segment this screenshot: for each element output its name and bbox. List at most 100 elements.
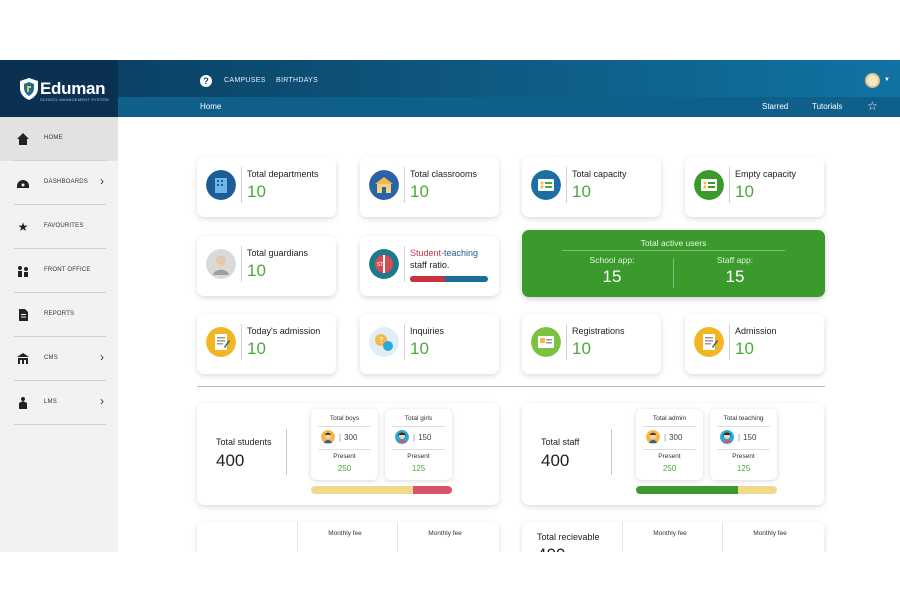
active-users-card[interactable]: Total active users School app: 15 Staff … [522, 230, 825, 297]
sidebar-item-cms[interactable]: CMS › [0, 337, 118, 381]
present-label: Present [407, 453, 430, 460]
girls-card: Total girls | 150 Present 125 [385, 409, 452, 480]
brand-area[interactable]: Eduman SCHOOL MANAGEMENT SYSTEM [0, 60, 118, 117]
sidebar-item-lms[interactable]: LMS › [0, 381, 118, 425]
boys-label: Total boys [329, 415, 360, 422]
stat-card-registrations[interactable]: Registrations 10 [522, 314, 661, 374]
fees-card-left[interactable]: Monthly fee Monthly fee [197, 522, 499, 552]
stat-label: Today's admission [247, 326, 321, 336]
section-divider [197, 386, 825, 387]
students-total: 400 [216, 451, 245, 470]
staff-app-value: 15 [725, 267, 745, 286]
divider [562, 250, 785, 251]
present-label: Present [732, 453, 755, 460]
divider [14, 380, 106, 381]
user-avatar[interactable] [865, 73, 880, 88]
sidebar: HOME DASHBOARDS › ★ FAVOURITES FRONT OFF… [0, 117, 118, 552]
students-summary-card[interactable]: Total students 400 Total boys | 300 Prese… [197, 403, 499, 505]
stat-value: 10 [410, 182, 429, 201]
sidebar-item-reports[interactable]: REPORTS [0, 293, 118, 337]
fee-column-label: Monthly fee [753, 530, 787, 537]
sidebar-item-label: DASHBOARDS [44, 179, 89, 185]
students-progress-bar [311, 486, 452, 494]
stat-label: Total classrooms [410, 169, 478, 179]
chevron-down-icon[interactable]: ▼ [884, 77, 890, 83]
divider [643, 426, 696, 427]
present-label: Present [333, 453, 356, 460]
divider [14, 204, 106, 205]
stat-value: 10 [735, 339, 754, 358]
cms-icon [17, 353, 29, 364]
stat-card-inquiries[interactable]: ? Inquiries 10 [360, 314, 499, 374]
campuses-link[interactable]: CAMPUSES [224, 77, 266, 84]
divider [318, 426, 371, 427]
boys-count: 300 [344, 433, 358, 442]
registration-icon [531, 327, 561, 357]
stat-label: Total capacity [572, 169, 627, 179]
fee-column: Monthly fee [622, 522, 716, 552]
divider [286, 429, 287, 475]
divider [404, 246, 405, 282]
ratio-progress-bar [410, 276, 488, 282]
front-office-icon [18, 266, 28, 277]
students-title: Total students [216, 437, 272, 447]
birthdays-link[interactable]: BIRTHDAYS [276, 77, 319, 84]
sidebar-item-front-office[interactable]: FRONT OFFICE [0, 249, 118, 293]
girls-present-value: 125 [411, 464, 426, 473]
admin-card: Total admin | 300 Present 250 [636, 409, 703, 480]
stat-card-total-guardians[interactable]: Total guardians 10 [197, 236, 336, 296]
fee-column-label: Monthly fee [428, 530, 462, 537]
empty-capacity-icon [694, 170, 724, 200]
sidebar-item-label: CMS [44, 355, 58, 361]
divider [14, 336, 106, 337]
stat-value: 10 [247, 261, 266, 280]
lms-icon [19, 397, 27, 409]
staff-summary-card[interactable]: Total staff 400 Total admin | 300 Present… [522, 403, 824, 505]
stat-card-total-classrooms[interactable]: Total classrooms 10 [360, 157, 499, 217]
divider [729, 324, 730, 360]
dashboard-icon [17, 180, 29, 188]
school-app-value: 15 [602, 267, 622, 286]
star-outline-icon[interactable]: ☆ [867, 99, 878, 113]
stat-card-staff-ratio[interactable]: ST Student-teaching staff ratio. [360, 236, 499, 296]
staff-progress-bar [636, 486, 777, 494]
staff-app-label: Staff app: [716, 255, 754, 265]
divider [717, 426, 770, 427]
top-header: Eduman SCHOOL MANAGEMENT SYSTEM ? CAMPUS… [0, 60, 900, 117]
stat-card-todays-admission[interactable]: Today's admission 10 [197, 314, 336, 374]
tutorials-link[interactable]: Tutorials [812, 102, 843, 111]
stat-label: Registrations [572, 326, 625, 336]
progress-segment-b [412, 486, 452, 494]
stat-card-total-capacity[interactable]: Total capacity 10 [522, 157, 661, 217]
breadcrumb-home[interactable]: Home [200, 102, 222, 111]
stat-value: 10 [247, 182, 266, 201]
chevron-right-icon: › [100, 394, 104, 408]
starred-link[interactable]: Starred [762, 102, 789, 111]
stat-card-empty-capacity[interactable]: Empty capacity 10 [685, 157, 824, 217]
sidebar-item-label: FAVOURITES [44, 223, 84, 229]
app-window: Eduman SCHOOL MANAGEMENT SYSTEM ? CAMPUS… [0, 60, 900, 552]
teaching-count: 150 [743, 433, 757, 442]
sidebar-item-dashboards[interactable]: DASHBOARDS › [0, 161, 118, 205]
fee-column: Monthly fee [722, 522, 816, 552]
stat-value: 10 [735, 182, 754, 201]
sidebar-item-favourites[interactable]: ★ FAVOURITES [0, 205, 118, 249]
progress-segment-a [311, 486, 413, 494]
inquiry-icon: ? [369, 327, 399, 357]
sidebar-item-home[interactable]: HOME [0, 117, 118, 161]
boy-avatar-icon [321, 430, 335, 444]
help-icon[interactable]: ? [200, 75, 212, 87]
divider [729, 167, 730, 203]
chevron-right-icon: › [100, 350, 104, 364]
teaching-label: Total teaching [723, 415, 764, 422]
stat-card-admission[interactable]: Admission 10 [685, 314, 824, 374]
building-icon [206, 170, 236, 200]
fees-card-right[interactable]: Total recievable 400 Monthly fee Monthly… [522, 522, 824, 552]
divider [717, 449, 770, 450]
admission-form-icon [206, 327, 236, 357]
divider [643, 449, 696, 450]
stat-label: Total departments [247, 169, 319, 179]
teacher-avatar-icon [720, 430, 734, 444]
stat-card-total-departments[interactable]: Total departments 10 [197, 157, 336, 217]
staff-title: Total staff [541, 437, 580, 447]
